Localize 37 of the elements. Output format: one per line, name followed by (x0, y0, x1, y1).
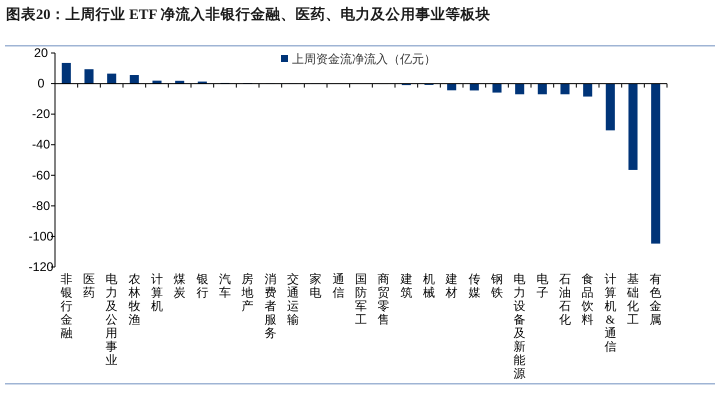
x-tick-label: 机械 (423, 272, 435, 300)
x-tick-label: 计算机 (151, 272, 163, 313)
x-tick-label: 交通运输 (287, 272, 299, 326)
x-tick-label: 石油石化 (559, 272, 571, 326)
x-tick-label: 商贸零售 (378, 272, 390, 326)
y-tick-label: -40 (32, 138, 50, 152)
x-tick-label: 医药 (83, 272, 95, 300)
chart-title: 图表20：上周行业 ETF 净流入非银行金融、医药、电力及公用事业等板块 (6, 5, 490, 23)
x-tick-label: 银行 (195, 272, 208, 300)
x-tick-label: 有色金属 (650, 272, 662, 326)
x-tick-label: 家电 (310, 272, 322, 300)
legend-label: 上周资金流净流入（亿元） (292, 52, 436, 66)
y-tick-label: -20 (32, 107, 50, 122)
x-tick-label: 农林牧渔 (127, 272, 140, 326)
x-tick-label: 消费者服务 (264, 272, 276, 340)
y-tick-label: 0 (38, 76, 45, 91)
x-tick-label: 电力设备及新能源 (514, 272, 526, 380)
x-tick-label: 钢铁 (490, 272, 503, 300)
x-tick-label: 非银行金融 (59, 272, 72, 340)
x-tick-label: 基础化工 (626, 272, 639, 326)
x-tick-label: 食品饮料 (580, 272, 594, 326)
x-tick-label: 煤炭 (174, 272, 186, 300)
x-tick-label: 汽车 (219, 272, 231, 300)
x-tick-label: 传媒 (468, 272, 480, 300)
y-tick-label: -60 (32, 168, 50, 182)
x-tick-label: 计算机&通信 (604, 272, 616, 354)
y-tick-label: -120 (28, 260, 54, 274)
x-tick-label: 通信 (332, 272, 344, 300)
x-tick-label: 建材 (444, 272, 458, 300)
y-tick-label: -100 (28, 229, 54, 244)
y-tick-label: 20 (34, 46, 48, 60)
x-tick-label: 房地产 (240, 272, 254, 313)
x-tick-label: 建筑 (399, 272, 412, 300)
x-tick-label: 电力及公用事业 (106, 272, 118, 367)
x-tick-label: 电子 (536, 272, 548, 300)
y-tick-label: -80 (32, 198, 50, 213)
x-tick-label: 国防军工 (355, 272, 367, 326)
